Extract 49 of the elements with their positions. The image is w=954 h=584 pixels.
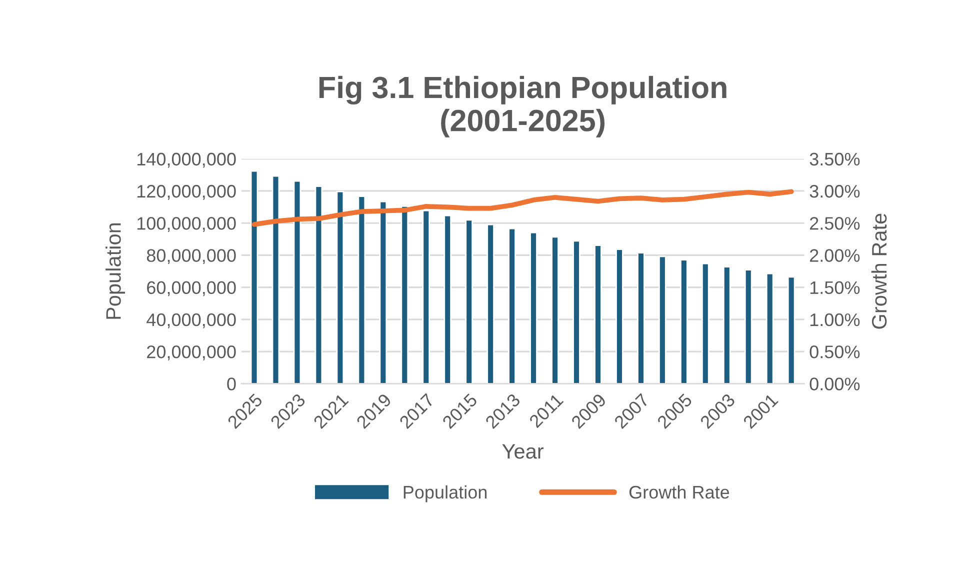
- legend-label: Growth Rate: [629, 485, 730, 499]
- y-tick-label: 20,000,000: [147, 346, 236, 360]
- bar: [336, 190, 344, 384]
- bar: [314, 186, 323, 384]
- bar: [465, 219, 473, 384]
- legend-label: Population: [404, 485, 487, 502]
- y-tick-label: 140,000,000: [137, 152, 236, 168]
- y2-tick-label: 3.50%: [810, 152, 860, 166]
- chart-title: Fig 3.1 Ethiopian Population (2001-2025): [319, 76, 726, 138]
- bar: [594, 244, 602, 384]
- y2-tick-label: 3.00%: [810, 184, 860, 198]
- line-series: [252, 189, 794, 227]
- y2-tick-label: 2.00%: [810, 249, 860, 262]
- y2-tick-label: 1.50%: [810, 281, 860, 294]
- y2-tick-label: 1.00%: [810, 313, 860, 326]
- bar: [422, 210, 430, 384]
- bar: [680, 259, 688, 384]
- bar: [616, 248, 624, 384]
- y2-tick-label: 2.50%: [810, 217, 860, 230]
- bar: [572, 240, 580, 384]
- bar: [444, 214, 452, 384]
- bar: [551, 236, 559, 384]
- bar: [658, 256, 666, 384]
- bar: [744, 269, 752, 384]
- bar: [722, 266, 731, 384]
- bar: [272, 175, 280, 384]
- bar: [508, 228, 516, 384]
- y2-tick-label: 0.00%: [810, 378, 860, 390]
- y-tick-label: 120,000,000: [137, 184, 236, 200]
- y2-tick-label: 0.50%: [810, 346, 860, 358]
- y-tick-label: 80,000,000: [146, 249, 236, 264]
- bar: [358, 196, 366, 384]
- bar: [530, 232, 538, 384]
- y-tick-label: 60,000,000: [147, 281, 236, 296]
- y2-axis-title: Growth Rate: [871, 214, 887, 329]
- bar: [701, 262, 710, 384]
- bar: [250, 170, 258, 384]
- bar: [766, 272, 774, 384]
- bar: [400, 206, 409, 384]
- y-axis-title: Population: [106, 223, 125, 319]
- bar: [637, 252, 645, 384]
- bar: [379, 200, 388, 384]
- x-axis-title: Year: [502, 444, 544, 459]
- bar: [293, 180, 302, 384]
- y-tick-label: 100,000,000: [137, 217, 236, 232]
- bar: [787, 276, 796, 384]
- bar: [486, 224, 494, 384]
- y-tick-label: 40,000,000: [146, 313, 236, 328]
- y-tick-label: 0: [227, 378, 236, 390]
